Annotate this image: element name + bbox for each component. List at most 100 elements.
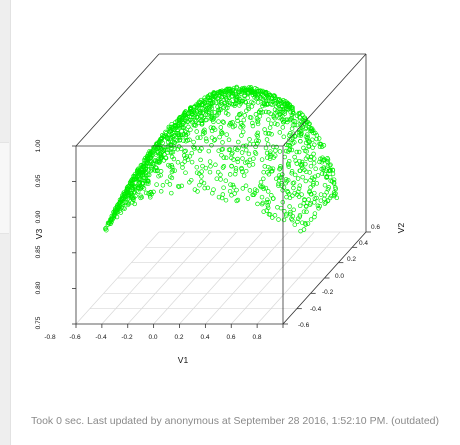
data-point: [265, 203, 271, 208]
x-tick-label: 0.2: [174, 334, 183, 341]
data-point: [319, 171, 325, 176]
data-point: [259, 157, 265, 162]
data-point: [238, 125, 243, 130]
data-point: [263, 185, 269, 191]
data-point: [125, 196, 131, 201]
data-point: [297, 203, 303, 209]
data-point: [108, 218, 114, 223]
data-point: [250, 120, 255, 126]
data-point: [231, 157, 236, 162]
data-point: [198, 110, 203, 115]
data-point: [141, 180, 146, 186]
data-point: [321, 167, 326, 172]
data-point: [255, 121, 261, 127]
v3-tick-label: 0.80: [35, 281, 42, 294]
data-point: [308, 185, 313, 190]
data-point: [131, 177, 137, 183]
data-point: [243, 147, 249, 153]
data-point: [303, 134, 309, 139]
data-point: [209, 128, 215, 134]
data-point: [289, 170, 294, 176]
data-point: [255, 92, 260, 98]
data-point: [228, 182, 233, 187]
data-point: [144, 156, 150, 161]
left-panel-handle[interactable]: [0, 142, 9, 234]
data-point: [294, 122, 300, 128]
data-point: [145, 178, 150, 184]
data-point: [296, 130, 302, 135]
data-point: [292, 140, 297, 145]
data-point: [292, 154, 297, 160]
data-point: [277, 166, 283, 171]
data-point: [278, 164, 283, 169]
data-point: [220, 192, 226, 197]
data-point: [194, 102, 199, 107]
data-point: [279, 181, 284, 186]
data-point: [292, 133, 297, 139]
data-point: [231, 102, 236, 107]
data-point: [266, 98, 272, 103]
data-point: [221, 120, 226, 125]
data-point: [169, 134, 175, 139]
data-point: [235, 118, 240, 124]
data-point: [229, 163, 234, 169]
left-panel-border: [10, 0, 11, 445]
data-point: [270, 144, 276, 149]
data-point: [265, 102, 270, 107]
data-point: [296, 149, 302, 155]
data-point: [297, 158, 302, 164]
data-point: [301, 201, 307, 206]
data-point: [318, 141, 323, 147]
data-point: [297, 118, 303, 124]
data-point: [212, 90, 218, 96]
data-point: [259, 201, 265, 207]
data-point: [227, 100, 233, 106]
data-point: [102, 226, 108, 232]
data-point: [292, 134, 298, 139]
data-point: [307, 188, 312, 194]
data-point: [241, 117, 247, 123]
data-point: [192, 114, 197, 119]
data-point: [259, 91, 264, 96]
data-point: [128, 193, 133, 198]
data-point: [158, 189, 164, 194]
data-point: [274, 109, 280, 114]
data-point: [271, 196, 276, 201]
x-tick-label: 0.0: [148, 334, 157, 341]
data-point: [154, 182, 159, 187]
data-point: [223, 110, 229, 116]
data-point: [242, 85, 247, 91]
data-point: [115, 206, 121, 212]
data-point: [198, 100, 203, 105]
data-point: [169, 154, 175, 160]
data-point: [310, 182, 316, 188]
data-point: [205, 185, 211, 191]
data-point: [272, 115, 278, 121]
data-point: [257, 109, 262, 115]
data-point: [228, 120, 233, 126]
data-point: [277, 107, 283, 112]
data-point: [276, 103, 281, 108]
z-axis-label: V2: [396, 223, 406, 234]
data-point: [119, 196, 124, 201]
data-point: [158, 173, 163, 178]
data-point: [272, 121, 278, 126]
data-point: [208, 164, 213, 169]
data-point: [271, 114, 277, 120]
data-point: [227, 87, 232, 92]
data-point: [222, 88, 228, 94]
data-point: [311, 181, 316, 186]
data-point: [103, 225, 109, 231]
data-point: [314, 181, 320, 186]
data-point: [275, 205, 280, 210]
data-point: [299, 192, 304, 197]
data-point: [157, 160, 162, 165]
data-point: [155, 159, 160, 165]
data-point: [254, 132, 260, 138]
data-point: [131, 197, 136, 202]
data-point: [258, 95, 263, 101]
data-point: [299, 220, 305, 225]
data-point: [303, 156, 309, 161]
data-point: [219, 152, 224, 158]
data-point: [190, 118, 195, 123]
